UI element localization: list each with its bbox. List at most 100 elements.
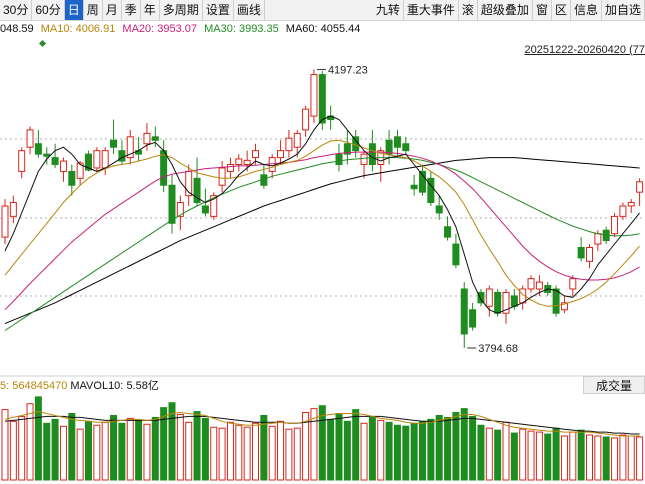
candle-body — [18, 150, 26, 172]
candle-body — [485, 288, 493, 307]
volume-bar — [502, 421, 510, 481]
volume-bar — [419, 420, 426, 481]
candle-body — [168, 184, 176, 224]
volume-bar — [252, 422, 259, 481]
volume-bar — [519, 428, 527, 481]
range-button[interactable]: 区 — [552, 0, 571, 20]
ma30-value: 3993.35 — [238, 23, 279, 35]
candle-body — [619, 205, 627, 217]
candle-body — [527, 278, 535, 290]
period-quarter-button[interactable]: 季 — [122, 0, 141, 20]
candle-body — [143, 132, 151, 145]
volume-bar — [226, 421, 234, 481]
candle-body — [318, 74, 326, 124]
tool-buttons: 九转 重大事件 滚 超级叠加 窗 区 信息 加自选 — [373, 0, 645, 20]
candle-body — [176, 202, 184, 217]
candle-body — [193, 177, 201, 204]
volume-bar — [352, 409, 360, 481]
ma10-label: MA10: — [40, 23, 73, 35]
period-60min-button[interactable]: 60分 — [32, 0, 65, 20]
candle-body — [636, 181, 644, 193]
volume-bar — [168, 402, 176, 481]
volume-bar — [485, 427, 493, 481]
volume-bar — [126, 417, 134, 481]
volume-bar — [176, 413, 184, 481]
volume-bar — [335, 413, 343, 481]
ma5-value: 048.59 — [0, 23, 34, 35]
candle-body — [569, 278, 577, 290]
candle-body — [43, 153, 51, 157]
candle-body — [627, 202, 635, 207]
volume-bar — [544, 433, 552, 481]
period-year-button[interactable]: 年 — [141, 0, 160, 20]
candle-body — [419, 170, 426, 193]
candle-body — [93, 150, 101, 169]
period-month-button[interactable]: 月 — [103, 0, 122, 20]
candle-body — [494, 291, 502, 314]
volume-bar — [285, 428, 293, 481]
candle-body — [427, 177, 435, 204]
ma20-legend: MA20: 3953.07 — [122, 23, 197, 35]
ma60-label: MA60: — [285, 23, 318, 35]
candle-body — [201, 205, 209, 214]
volume-bar — [452, 412, 460, 481]
candle-body — [535, 281, 543, 290]
candle-body — [502, 291, 510, 314]
candle-body — [268, 157, 276, 172]
window-button[interactable]: 窗 — [533, 0, 552, 20]
volume-bar — [151, 416, 159, 481]
candle-body — [410, 184, 418, 190]
volume-bar — [494, 429, 502, 481]
info-button[interactable]: 信息 — [571, 0, 602, 20]
volume-bar — [201, 417, 209, 481]
volume-bar — [527, 430, 535, 481]
ma30-legend: MA30: 3993.35 — [204, 23, 279, 35]
candle-body — [252, 150, 259, 159]
ma60-line — [4, 157, 640, 325]
draw-line-button[interactable]: 画线 — [234, 0, 265, 20]
settings-button[interactable]: 设置 — [203, 0, 234, 20]
period-30min-button[interactable]: 30分 — [0, 0, 33, 20]
multi-period-button[interactable]: 多周期 — [160, 0, 203, 20]
nine-turn-button[interactable]: 九转 — [373, 0, 404, 20]
volume-bar — [435, 414, 443, 481]
major-events-button[interactable]: 重大事件 — [404, 0, 459, 20]
period-week-button[interactable]: 周 — [84, 0, 103, 20]
volume-bar — [293, 427, 301, 481]
date-range-label[interactable]: 20251222-20260420 (77 — [524, 44, 645, 56]
volume-bar — [385, 421, 393, 481]
candle-body — [460, 288, 468, 335]
candle-body — [235, 158, 243, 165]
candle-body — [469, 309, 477, 328]
candle-body — [402, 143, 410, 152]
super-overlay-button[interactable]: 超级叠加 — [478, 0, 533, 20]
candle-body — [352, 136, 360, 152]
volume-bar — [68, 413, 76, 481]
candle-body — [552, 288, 560, 314]
candle-body — [51, 157, 59, 165]
candle-body — [293, 132, 301, 148]
volume-bar — [552, 427, 560, 481]
volume-bar — [444, 416, 452, 481]
scroll-button[interactable]: 滚 — [459, 0, 478, 20]
period-day-button[interactable]: 日 — [64, 0, 84, 20]
candle-body — [85, 153, 92, 171]
ma20-label: MA20: — [122, 23, 155, 35]
volume-bar — [260, 414, 268, 481]
ma30-label: MA30: — [204, 23, 236, 35]
volume-bar — [318, 405, 326, 481]
volume-bar — [427, 418, 435, 481]
volume-bar — [235, 424, 243, 481]
volume-bar — [402, 425, 410, 481]
candle-body — [385, 139, 393, 155]
candle-body — [368, 143, 376, 165]
volume-bar — [160, 407, 168, 481]
period-toolbar: 30分 60分 日 周 月 季 年 多周期 设置 画线 九转 重大事件 滚 超级… — [0, 0, 645, 21]
candle-body — [126, 136, 134, 159]
volume-bar — [594, 435, 602, 481]
add-watchlist-button[interactable]: 加自选 — [602, 0, 645, 20]
volume-bar — [18, 415, 26, 481]
volume-indicator-button[interactable]: 成交量 — [583, 376, 645, 394]
ma10-line — [4, 139, 640, 307]
